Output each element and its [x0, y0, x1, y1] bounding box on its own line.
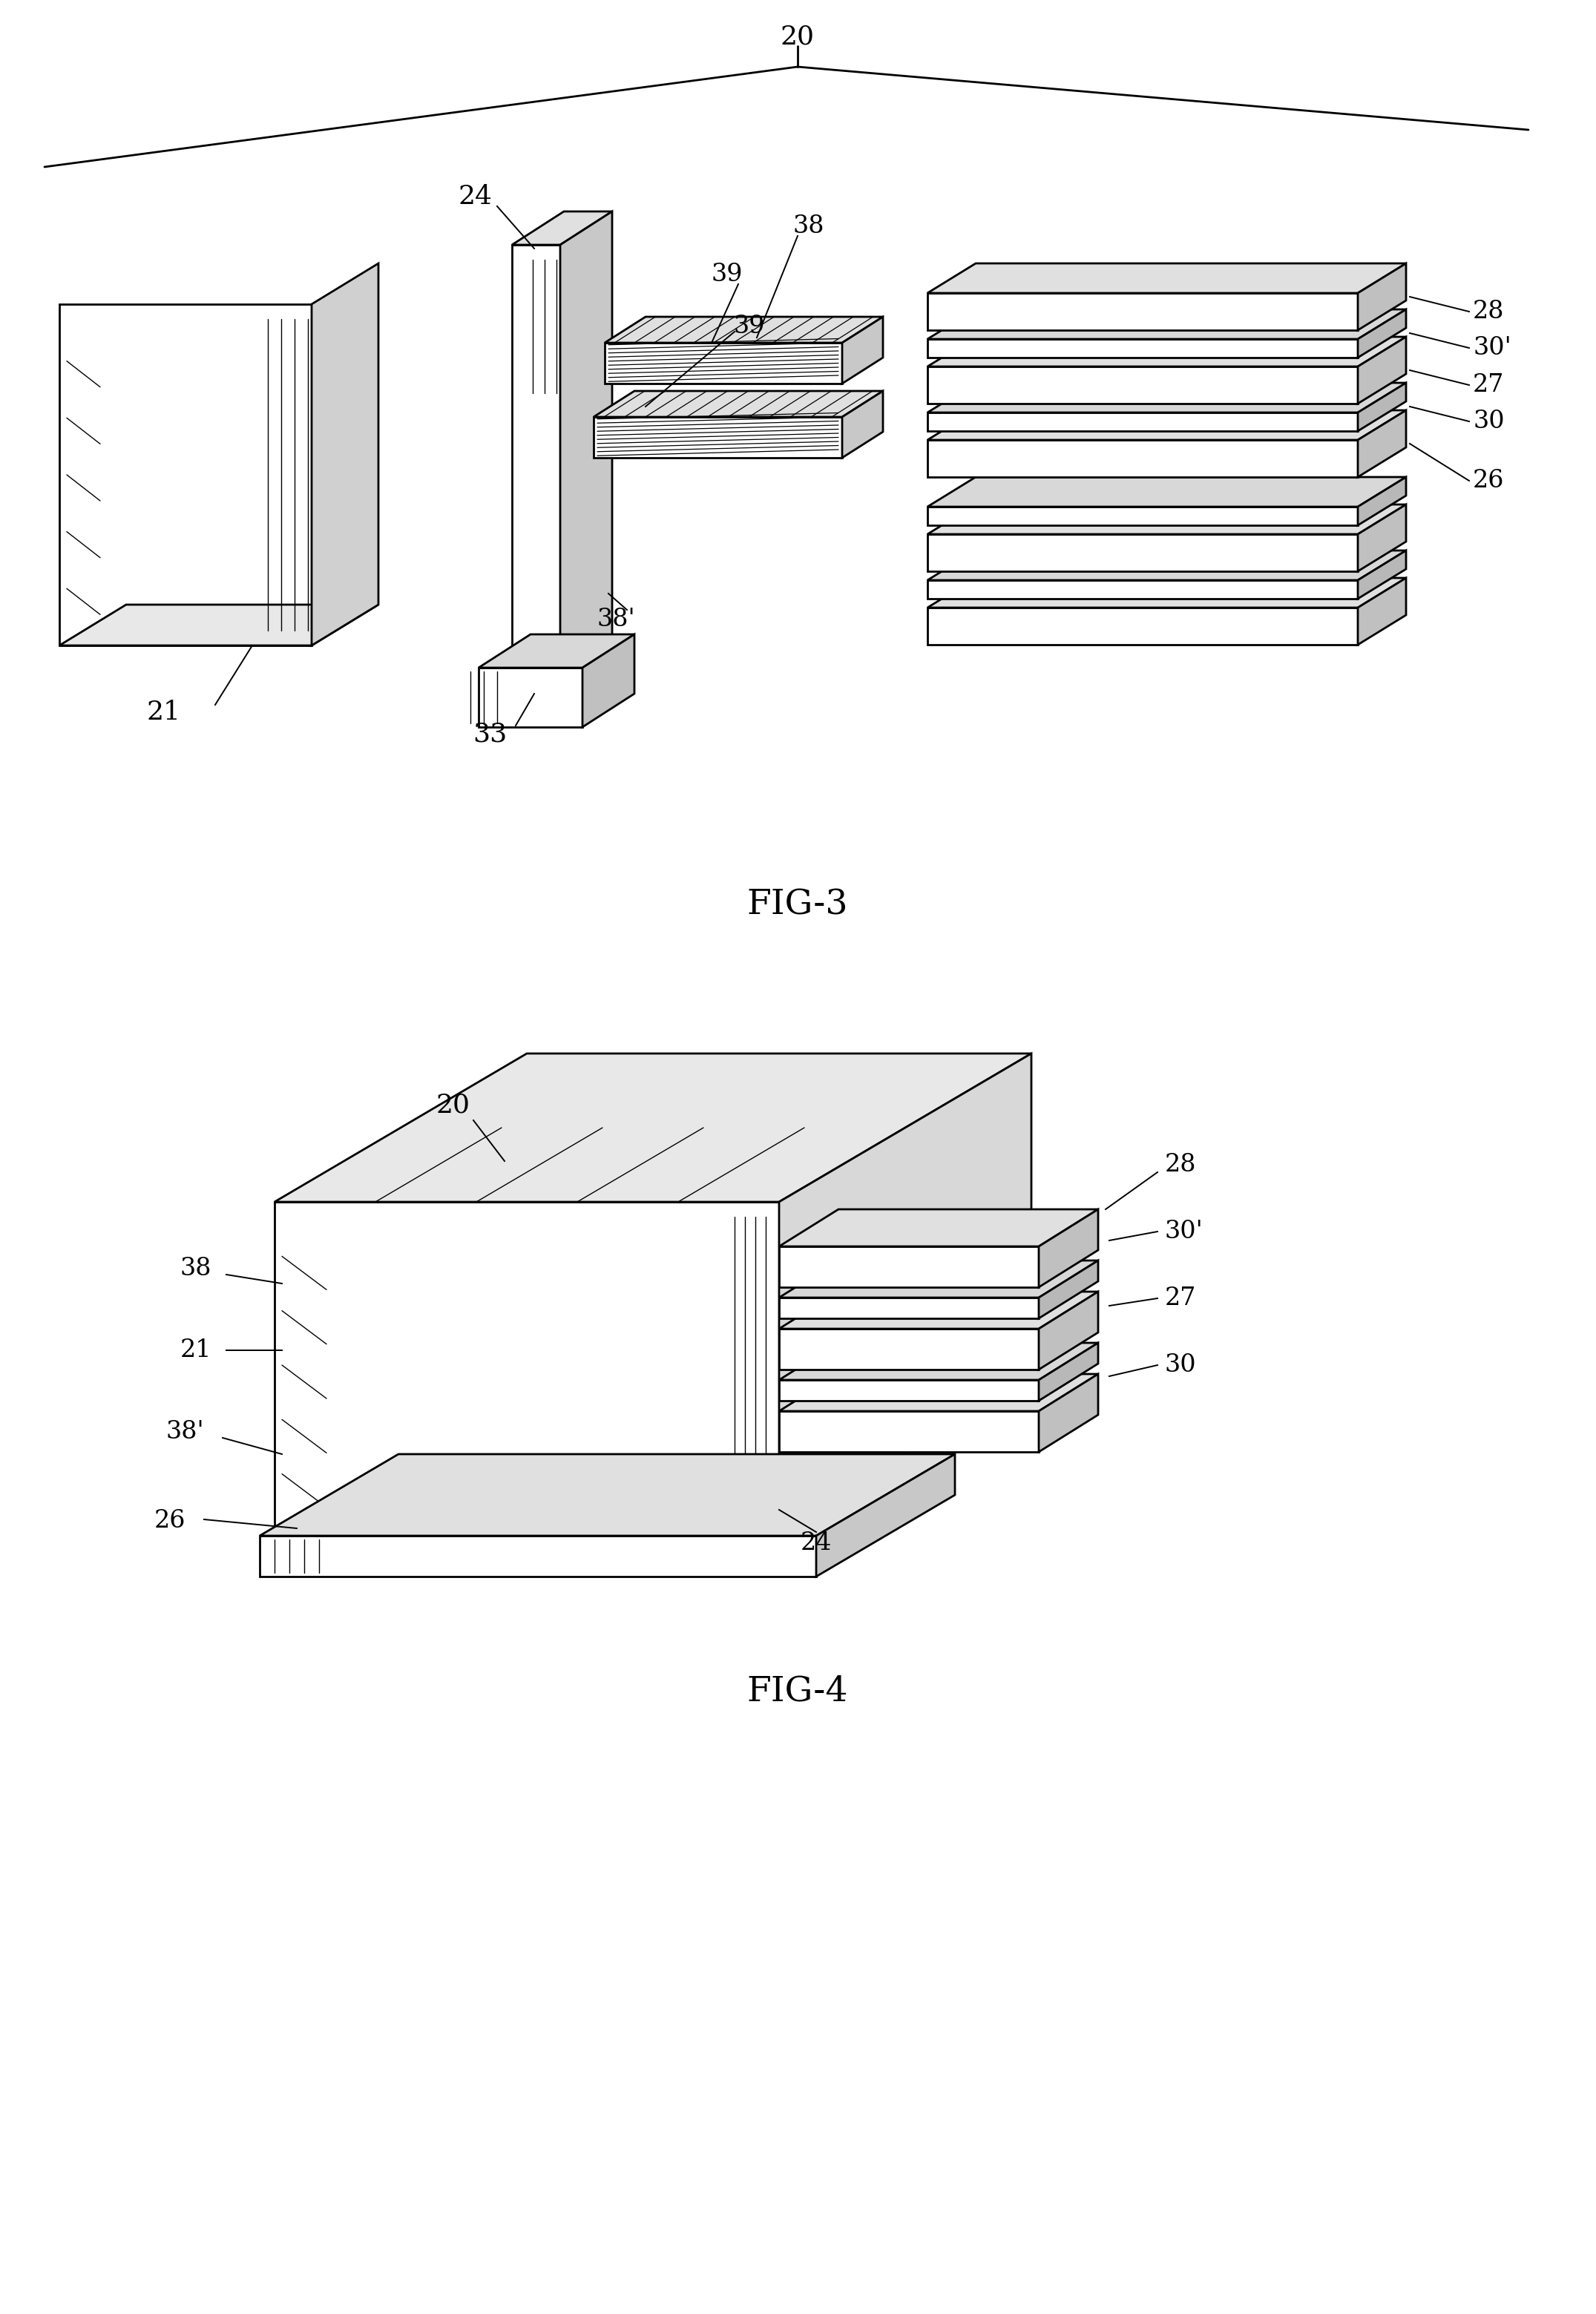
Polygon shape: [275, 1201, 779, 1527]
Text: 20: 20: [780, 25, 814, 49]
Polygon shape: [927, 440, 1358, 477]
Text: 30': 30': [1473, 336, 1511, 359]
Polygon shape: [927, 412, 1358, 430]
Polygon shape: [605, 342, 843, 384]
Polygon shape: [1358, 551, 1406, 599]
Text: 21: 21: [147, 699, 180, 724]
Polygon shape: [927, 366, 1358, 403]
Text: 26: 26: [1473, 470, 1505, 493]
Polygon shape: [1358, 504, 1406, 572]
Text: 33: 33: [472, 722, 508, 747]
Text: 24: 24: [801, 1532, 832, 1555]
Polygon shape: [260, 1453, 954, 1536]
Polygon shape: [779, 1298, 1039, 1319]
Polygon shape: [927, 310, 1406, 340]
Text: 30: 30: [1473, 410, 1505, 433]
Polygon shape: [779, 1328, 1039, 1370]
Text: 38: 38: [180, 1257, 211, 1280]
Polygon shape: [1358, 578, 1406, 646]
Polygon shape: [479, 669, 583, 727]
Text: 27: 27: [1165, 1287, 1197, 1310]
Text: 26: 26: [153, 1509, 185, 1532]
Text: 20: 20: [436, 1092, 469, 1118]
Polygon shape: [1358, 382, 1406, 430]
Text: 39: 39: [712, 261, 742, 287]
Polygon shape: [927, 340, 1358, 359]
Polygon shape: [512, 211, 613, 245]
Polygon shape: [816, 1453, 954, 1576]
Text: FIG-4: FIG-4: [747, 1675, 847, 1708]
Polygon shape: [779, 1247, 1039, 1287]
Text: 24: 24: [458, 185, 492, 208]
Polygon shape: [779, 1291, 1098, 1328]
Polygon shape: [311, 264, 378, 646]
Text: 30': 30': [1165, 1219, 1203, 1243]
Polygon shape: [479, 634, 634, 669]
Polygon shape: [779, 1053, 1031, 1527]
Text: 38': 38': [597, 609, 635, 632]
Text: 38: 38: [793, 215, 825, 238]
Polygon shape: [927, 504, 1406, 535]
Polygon shape: [927, 264, 1406, 294]
Text: 28: 28: [1165, 1152, 1197, 1176]
Polygon shape: [927, 581, 1358, 599]
Polygon shape: [1039, 1291, 1098, 1370]
Polygon shape: [779, 1375, 1098, 1412]
Polygon shape: [927, 578, 1406, 609]
Polygon shape: [1358, 410, 1406, 477]
Polygon shape: [1358, 264, 1406, 331]
Text: 30: 30: [1165, 1354, 1197, 1377]
Polygon shape: [275, 1053, 1031, 1201]
Polygon shape: [779, 1379, 1039, 1400]
Polygon shape: [779, 1412, 1039, 1451]
Polygon shape: [260, 1536, 816, 1576]
Polygon shape: [779, 1210, 1098, 1247]
Polygon shape: [1039, 1342, 1098, 1400]
Polygon shape: [1358, 310, 1406, 359]
Polygon shape: [605, 317, 883, 342]
Polygon shape: [927, 294, 1358, 331]
Polygon shape: [927, 410, 1406, 440]
Polygon shape: [583, 634, 634, 727]
Polygon shape: [1358, 477, 1406, 525]
Text: FIG-3: FIG-3: [747, 889, 847, 921]
Text: 38': 38': [166, 1421, 204, 1444]
Polygon shape: [927, 477, 1406, 507]
Polygon shape: [59, 604, 378, 646]
Text: 28: 28: [1473, 301, 1505, 324]
Text: 39: 39: [734, 315, 764, 338]
Polygon shape: [779, 1342, 1098, 1379]
Polygon shape: [1039, 1261, 1098, 1319]
Polygon shape: [843, 391, 883, 458]
Polygon shape: [927, 507, 1358, 525]
Polygon shape: [1039, 1210, 1098, 1287]
Polygon shape: [927, 338, 1406, 366]
Polygon shape: [927, 535, 1358, 572]
Polygon shape: [594, 417, 843, 458]
Polygon shape: [560, 211, 613, 669]
Polygon shape: [59, 303, 311, 646]
Polygon shape: [779, 1261, 1098, 1298]
Text: 21: 21: [180, 1337, 211, 1363]
Polygon shape: [512, 245, 560, 669]
Polygon shape: [594, 391, 883, 417]
Polygon shape: [927, 609, 1358, 646]
Polygon shape: [843, 317, 883, 384]
Polygon shape: [1358, 338, 1406, 403]
Text: 27: 27: [1473, 373, 1505, 398]
Polygon shape: [1039, 1375, 1098, 1451]
Polygon shape: [927, 551, 1406, 581]
Polygon shape: [927, 382, 1406, 412]
